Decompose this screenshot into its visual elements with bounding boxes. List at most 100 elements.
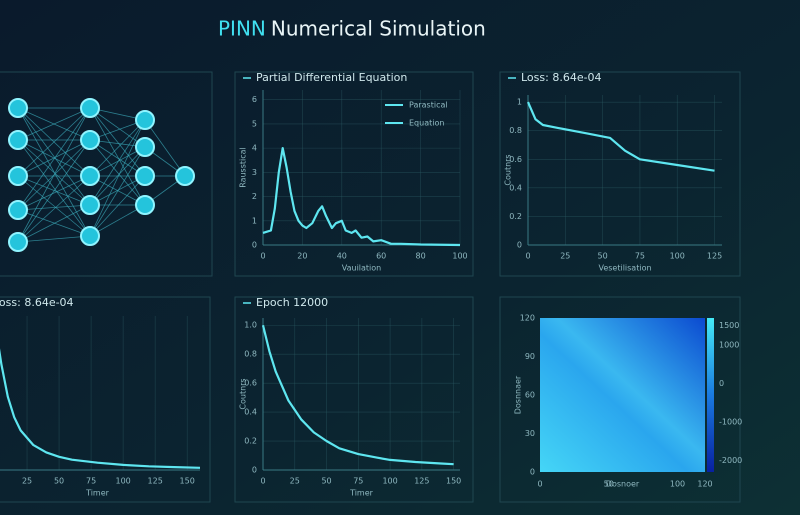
edge xyxy=(89,107,146,206)
y-axis-label: Dosnnaer xyxy=(514,375,523,414)
x-tick-label: 125 xyxy=(707,252,722,261)
y-tick-label: 0.2 xyxy=(244,437,257,446)
y-tick-label: 0.2 xyxy=(509,212,522,221)
y-tick-label: 3 xyxy=(252,168,257,177)
x-tick-label: 0 xyxy=(260,252,265,261)
colorbar-tick-label: 1500 xyxy=(719,321,739,330)
panel-title: Epoch 12000 xyxy=(256,296,328,309)
colorbar-tick-label: -1000 xyxy=(719,417,742,426)
edge xyxy=(89,107,146,177)
legend-label: Parastical xyxy=(409,101,448,110)
edge xyxy=(17,107,91,211)
y-tick-label: 90 xyxy=(525,352,535,361)
colorbar-tick-label: -2000 xyxy=(719,456,742,465)
x-tick-label: 25 xyxy=(22,477,32,486)
colorbar-tick-label: 1000 xyxy=(719,340,739,349)
edge xyxy=(17,175,91,237)
y-axis-label: Rausstical xyxy=(239,147,248,188)
x-tick-label: 60 xyxy=(376,252,386,261)
x-tick-label: 100 xyxy=(382,477,397,486)
node xyxy=(80,166,100,186)
node xyxy=(80,130,100,150)
y-axis-label: Coutnrs xyxy=(504,154,513,185)
edge xyxy=(89,204,146,237)
line xyxy=(262,147,461,247)
x-tick-label: 50 xyxy=(598,252,608,261)
node xyxy=(8,130,28,150)
edge xyxy=(17,204,91,243)
x-tick-label: 50 xyxy=(604,480,614,489)
panel-title: Loss: 8.64e-04 xyxy=(521,71,602,84)
colorbar-tick-label: 0 xyxy=(719,379,724,388)
edge xyxy=(17,107,91,177)
x-tick-label: 25 xyxy=(290,477,300,486)
node xyxy=(80,195,100,215)
x-axis-label: Timer xyxy=(349,489,374,498)
panel-title: Loss: 8.64e-04 xyxy=(0,296,74,309)
y-tick-label: 4 xyxy=(252,144,257,153)
edge xyxy=(89,139,146,177)
edge xyxy=(89,119,146,237)
x-tick-label: 100 xyxy=(670,480,685,489)
node xyxy=(80,226,100,246)
node xyxy=(8,98,28,118)
x-axis-label: Timer xyxy=(85,489,110,498)
y-tick-label: 0 xyxy=(517,241,522,250)
x-tick-label: 100 xyxy=(452,252,467,261)
edge xyxy=(89,175,146,206)
y-tick-label: 60 xyxy=(525,391,535,400)
colorbar xyxy=(707,318,714,472)
x-tick-label: 125 xyxy=(414,477,429,486)
edge xyxy=(89,119,146,177)
legend-label: Equation xyxy=(409,119,444,128)
node xyxy=(135,166,155,186)
y-tick-label: 0 xyxy=(530,468,535,477)
x-axis-label: Vesetilisation xyxy=(598,264,651,273)
y-tick-label: 0.4 xyxy=(509,183,522,192)
edge xyxy=(17,175,91,243)
y-tick-label: 0.6 xyxy=(509,155,522,164)
edge xyxy=(89,119,146,206)
x-tick-label: 0 xyxy=(260,477,265,486)
edge xyxy=(89,175,146,237)
x-tick-label: 40 xyxy=(337,252,347,261)
x-tick-label: 20 xyxy=(297,252,307,261)
edge xyxy=(17,107,91,206)
edge xyxy=(89,139,146,206)
node xyxy=(135,110,155,130)
x-tick-label: 120 xyxy=(697,480,712,489)
edge xyxy=(17,139,91,177)
x-tick-label: 100 xyxy=(670,252,685,261)
y-tick-label: 0.8 xyxy=(509,126,522,135)
title: Numerical Simulation xyxy=(271,17,486,41)
heatmap-image xyxy=(540,318,705,472)
x-tick-label: 150 xyxy=(180,477,195,486)
panel-title: Partial Differential Equation xyxy=(256,71,407,84)
y-tick-label: 120 xyxy=(520,314,535,323)
title-prefix: PINN xyxy=(218,17,266,41)
node xyxy=(135,137,155,157)
x-tick-label: 25 xyxy=(560,252,570,261)
edge xyxy=(17,107,91,243)
edge xyxy=(17,139,91,237)
edge xyxy=(17,175,91,211)
line xyxy=(0,348,201,469)
network-diagram xyxy=(0,71,213,277)
x-tick-label: 0 xyxy=(537,480,542,489)
panel xyxy=(234,296,474,503)
edge xyxy=(17,139,91,206)
y-tick-label: 5 xyxy=(252,119,257,128)
edge xyxy=(17,209,91,237)
edge xyxy=(17,235,91,243)
node xyxy=(175,166,195,186)
edge xyxy=(89,146,146,237)
x-tick-label: 75 xyxy=(86,477,96,486)
x-tick-label: 75 xyxy=(353,477,363,486)
edge xyxy=(17,107,91,141)
y-tick-label: 1 xyxy=(517,98,522,107)
y-tick-label: 0.4 xyxy=(244,408,257,417)
node xyxy=(80,98,100,118)
panel xyxy=(234,71,474,277)
